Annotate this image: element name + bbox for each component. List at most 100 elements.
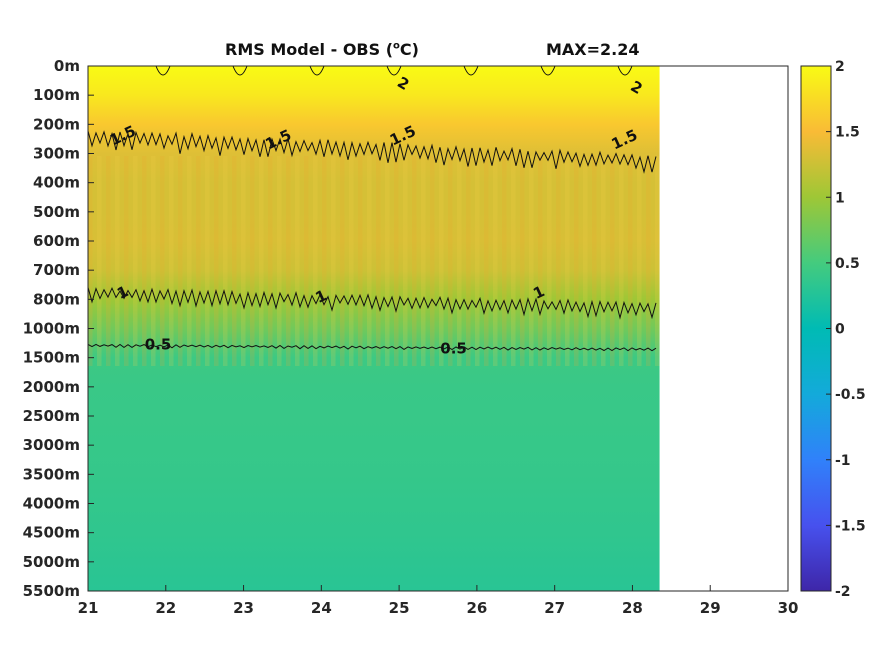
- texture-stripe: [88, 156, 93, 366]
- texture-stripe: [322, 156, 327, 366]
- texture-stripe: [520, 156, 525, 366]
- texture-stripe: [547, 156, 552, 366]
- texture-stripe: [223, 156, 228, 366]
- x-tick-label: 26: [466, 599, 487, 617]
- heatmap-field: [88, 66, 788, 591]
- texture-stripe: [493, 156, 498, 366]
- texture-stripe: [538, 156, 543, 366]
- colorbar-tick-label: 0: [835, 322, 845, 338]
- contour-line-2: [540, 65, 556, 76]
- y-tick-label: 700m: [33, 261, 80, 279]
- heatmap-texture: [88, 156, 660, 366]
- texture-stripe: [403, 156, 408, 366]
- texture-stripe: [277, 156, 282, 366]
- texture-stripe: [412, 156, 417, 366]
- contour-line-2: [617, 65, 633, 76]
- contour-line-2: [155, 65, 171, 76]
- x-tick-label: 30: [778, 599, 799, 617]
- y-tick-label: 500m: [33, 203, 80, 221]
- texture-stripe: [142, 156, 147, 366]
- contour-label: 0.5: [440, 340, 467, 358]
- texture-stripe: [628, 156, 633, 366]
- texture-stripe: [115, 156, 120, 366]
- texture-stripe: [637, 156, 642, 366]
- contour-line-0-5: [88, 343, 657, 352]
- contour-label: 0.5: [145, 336, 172, 354]
- texture-stripe: [529, 156, 534, 366]
- y-tick-label: 5500m: [23, 582, 80, 600]
- texture-stripe: [592, 156, 597, 366]
- texture-stripe: [340, 156, 345, 366]
- colorbar-tick-label: 1.5: [835, 125, 860, 141]
- y-tick-label: 4000m: [23, 495, 80, 513]
- heatmap-field-area: [88, 66, 660, 591]
- x-tick-label: 24: [311, 599, 332, 617]
- y-tick-label: 300m: [33, 145, 80, 163]
- texture-stripe: [268, 156, 273, 366]
- texture-stripe: [619, 156, 624, 366]
- texture-stripe: [583, 156, 588, 366]
- texture-stripe: [466, 156, 471, 366]
- texture-stripe: [394, 156, 399, 366]
- texture-stripe: [565, 156, 570, 366]
- texture-stripe: [214, 156, 219, 366]
- colorbar-tick-label: -0.5: [835, 387, 866, 403]
- texture-stripe: [331, 156, 336, 366]
- y-tick-label: 200m: [33, 115, 80, 133]
- x-tick-label: 29: [700, 599, 721, 617]
- texture-stripe: [601, 156, 606, 366]
- texture-stripe: [187, 156, 192, 366]
- texture-stripe: [448, 156, 453, 366]
- texture-stripe: [385, 156, 390, 366]
- colorbar-tick-label: -1.5: [835, 518, 866, 534]
- texture-stripe: [241, 156, 246, 366]
- texture-stripe: [502, 156, 507, 366]
- texture-stripe: [196, 156, 201, 366]
- texture-stripe: [133, 156, 138, 366]
- max-label: MAX=2.24: [546, 40, 640, 59]
- y-tick-label: 1000m: [23, 320, 80, 338]
- texture-stripe: [106, 156, 111, 366]
- texture-stripe: [475, 156, 480, 366]
- texture-stripe: [439, 156, 444, 366]
- x-tick-label: 25: [389, 599, 410, 617]
- texture-stripe: [295, 156, 300, 366]
- texture-stripe: [556, 156, 561, 366]
- y-tick-label: 5000m: [23, 553, 80, 571]
- y-tick-label: 4500m: [23, 524, 80, 542]
- contour-line-2: [386, 65, 402, 76]
- texture-stripe: [160, 156, 165, 366]
- texture-stripe: [349, 156, 354, 366]
- y-tick-label: 600m: [33, 232, 80, 250]
- texture-stripe: [313, 156, 318, 366]
- texture-stripe: [232, 156, 237, 366]
- y-tick-label: 2500m: [23, 407, 80, 425]
- y-tick-label: 0m: [54, 57, 80, 75]
- texture-stripe: [97, 156, 102, 366]
- contour-line-1: [88, 286, 657, 320]
- y-tick-label: 3500m: [23, 465, 80, 483]
- y-tick-label: 800m: [33, 290, 80, 308]
- contour-line-2: [232, 65, 248, 76]
- texture-stripe: [457, 156, 462, 366]
- texture-stripe: [178, 156, 183, 366]
- x-tick-label: 27: [544, 599, 565, 617]
- colorbar-tick-label: -2: [835, 584, 851, 600]
- y-tick-label: 3000m: [23, 436, 80, 454]
- texture-stripe: [484, 156, 489, 366]
- x-tick-label: 28: [622, 599, 643, 617]
- y-tick-label: 2000m: [23, 378, 80, 396]
- texture-stripe: [205, 156, 210, 366]
- texture-stripe: [250, 156, 255, 366]
- texture-stripe: [259, 156, 264, 366]
- colorbar-tick-label: 0.5: [835, 256, 860, 272]
- contour-line-1-5: [88, 130, 657, 174]
- y-tick-label: 400m: [33, 174, 80, 192]
- texture-stripe: [610, 156, 615, 366]
- contour-line-2: [463, 65, 479, 76]
- x-tick-label: 22: [155, 599, 176, 617]
- texture-stripe: [421, 156, 426, 366]
- texture-stripe: [124, 156, 129, 366]
- x-tick-label: 21: [78, 599, 99, 617]
